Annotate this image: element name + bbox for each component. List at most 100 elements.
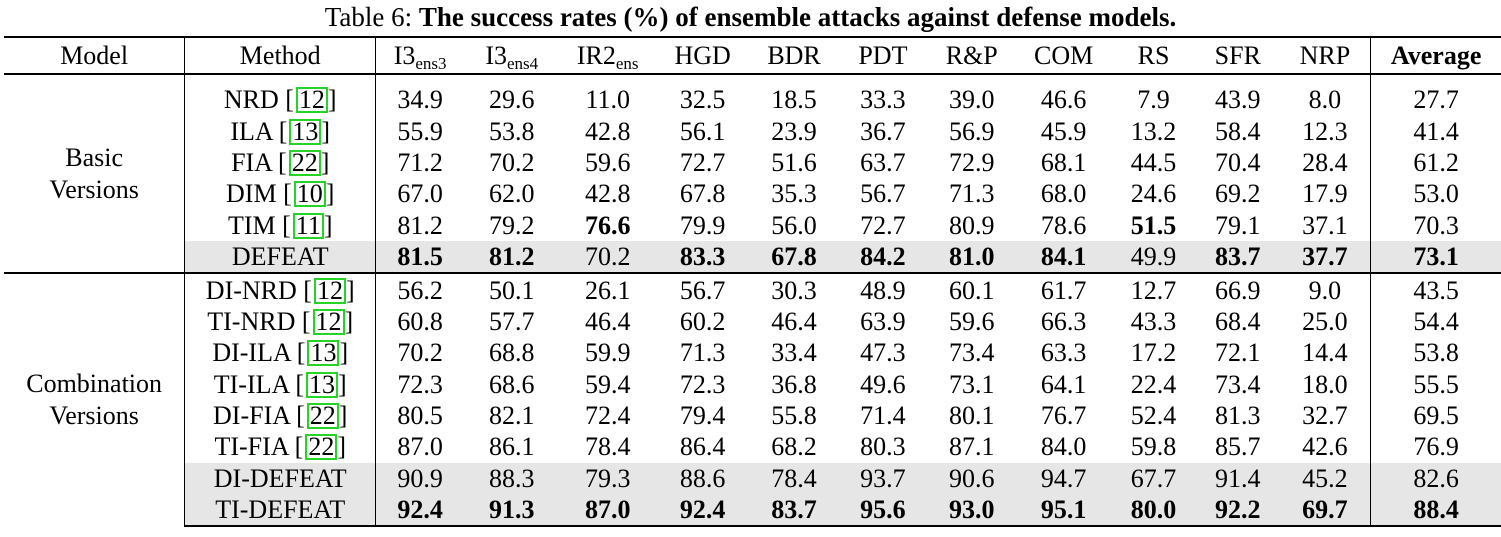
value-cell: 9.0 [1279, 272, 1371, 306]
citation-link[interactable]: 12 [313, 277, 346, 304]
value-cell: 87.0 [559, 494, 656, 528]
value-cell: 68.2 [771, 432, 817, 462]
value-cell: 86.4 [679, 432, 726, 462]
value-cell: 94.7 [1016, 462, 1111, 495]
basic-versions-section: Basic Versions NRD [12] 34.9 29.6 11.0 32.5 18.… [4, 74, 1501, 274]
table-row: TI-NRD [12] 60.8 57.7 46.4 60.2 46.4 63.9 59.6 6… [4, 305, 1501, 338]
value-cell: 92.2 [1196, 494, 1280, 528]
value-cell: 69.2 [1215, 179, 1261, 209]
value-cell: 72.3 [679, 369, 726, 399]
citation-link[interactable]: 22 [306, 403, 339, 430]
table-row: DEFEAT 81.5 81.2 70.2 83.3 67.8 84.2 81.0 84.1 49… [4, 240, 1501, 274]
value-cell: 80.5 [397, 401, 443, 431]
group-label-line1: Basic [65, 142, 124, 172]
value-cell: 60.2 [679, 306, 726, 336]
citation-link[interactable]: 12 [295, 87, 328, 114]
average-cell: 53.0 [1370, 178, 1501, 210]
value-cell: 78.4 [584, 432, 631, 462]
header-col: RS [1110, 36, 1197, 75]
value-cell: 72.1 [1215, 338, 1261, 368]
table-row: TI-ILA [13] 72.3 68.6 59.4 72.3 36.8 49.6 73.1 6… [4, 368, 1501, 400]
table-row: TI-DEFEAT 92.4 91.3 87.0 92.4 83.7 95.6 93.0 95.… [4, 494, 1501, 528]
value-cell: 17.9 [1302, 179, 1348, 209]
value-cell: 8.0 [1308, 85, 1342, 115]
method-name: TI-DEFEAT [215, 495, 346, 525]
method-cell: ILA [13] [184, 115, 377, 147]
method-cell: TI-DEFEAT [184, 494, 377, 528]
value-cell: 87.0 [397, 432, 443, 462]
value-cell: 30.3 [749, 272, 839, 306]
value-cell: 81.0 [927, 240, 1017, 274]
table-row: DI-ILA [13] 70.2 68.8 59.9 71.3 33.4 47.3 73.4 6… [4, 337, 1501, 369]
value-cell: 53.8 [489, 116, 535, 146]
citation-link[interactable]: 13 [306, 371, 339, 398]
value-cell: 33.3 [860, 85, 906, 115]
method-cell: DIM [10] [184, 178, 377, 210]
value-cell: 51.6 [771, 147, 817, 177]
value-cell: 87.1 [949, 432, 995, 462]
value-cell: 73.4 [1215, 369, 1261, 399]
value-cell: 58.4 [1215, 116, 1261, 146]
value-cell: 56.7 [860, 179, 906, 209]
value-cell: 90.9 [375, 462, 465, 495]
value-cell: 80.3 [860, 432, 906, 462]
value-cell: 83.7 [1196, 240, 1280, 274]
value-cell: 57.7 [489, 306, 535, 336]
value-cell: 70.2 [559, 240, 656, 274]
value-cell: 83.7 [749, 494, 839, 528]
value-cell: 59.6 [949, 306, 995, 336]
group-label: Combination Versions [4, 272, 186, 527]
average-cell: 53.8 [1370, 337, 1501, 369]
method-cell: DI-FIA [22] [184, 399, 377, 432]
average-cell: 73.1 [1370, 240, 1501, 274]
combination-versions-section: Combination Versions DI-NRD [12] 56.2 50.1 26… [4, 272, 1501, 528]
value-cell: 84.0 [1040, 432, 1087, 462]
value-cell: 71.2 [397, 147, 443, 177]
value-cell: 49.6 [860, 369, 906, 399]
citation-link[interactable]: 13 [307, 340, 340, 367]
value-cell: 63.3 [1040, 338, 1087, 368]
value-cell: 70.4 [1215, 147, 1261, 177]
value-cell: 76.6 [584, 210, 631, 240]
value-cell: 43.9 [1215, 85, 1261, 115]
header-col: HGD [655, 36, 750, 75]
citation-link[interactable]: 12 [312, 308, 345, 335]
value-cell: 55.9 [397, 116, 443, 146]
header-col: I3ens3 [375, 36, 465, 75]
value-cell: 72.7 [679, 147, 726, 177]
value-cell: 72.3 [397, 369, 443, 399]
table-row: DI-DEFEAT 90.9 88.3 79.3 88.6 78.4 93.7 90.6 94.… [4, 462, 1501, 495]
method-name: DI-FIA [213, 401, 290, 431]
method-cell: TI-FIA [22] [184, 431, 377, 463]
citation-link[interactable]: 10 [293, 181, 326, 208]
citation-link[interactable]: 13 [289, 118, 322, 145]
average-cell: 27.7 [1370, 74, 1501, 116]
average-cell: 61.2 [1370, 146, 1501, 179]
value-cell: 79.9 [679, 210, 726, 240]
value-cell: 92.4 [655, 494, 750, 528]
value-cell: 88.6 [655, 462, 750, 495]
citation-link[interactable]: 11 [292, 212, 324, 239]
method-name: TI-NRD [207, 306, 296, 336]
method-cell: DI-DEFEAT [184, 462, 377, 495]
value-cell: 24.6 [1130, 179, 1177, 209]
value-cell: 56.9 [949, 116, 995, 146]
value-cell: 43.3 [1130, 306, 1177, 336]
value-cell: 72.7 [860, 210, 906, 240]
results-table: Model Method I3ens3 I3ens4 IR2ens HGD BD… [4, 36, 1501, 528]
average-cell: 69.5 [1370, 399, 1501, 432]
header-col: BDR [749, 36, 839, 75]
citation-link[interactable]: 22 [305, 434, 338, 461]
value-cell: 81.5 [375, 240, 465, 274]
value-cell: 28.4 [1302, 147, 1348, 177]
citation-link[interactable]: 22 [288, 149, 321, 176]
value-cell: 93.0 [927, 494, 1017, 528]
value-cell: 39.0 [949, 85, 995, 115]
value-cell: 46.4 [771, 306, 817, 336]
average-cell: 70.3 [1370, 209, 1501, 241]
value-cell: 11.0 [585, 85, 630, 115]
method-cell: TI-ILA [13] [184, 368, 377, 400]
caption-prefix: Table 6: [324, 2, 419, 32]
value-cell: 44.5 [1130, 147, 1177, 177]
header-model: Model [4, 36, 186, 75]
